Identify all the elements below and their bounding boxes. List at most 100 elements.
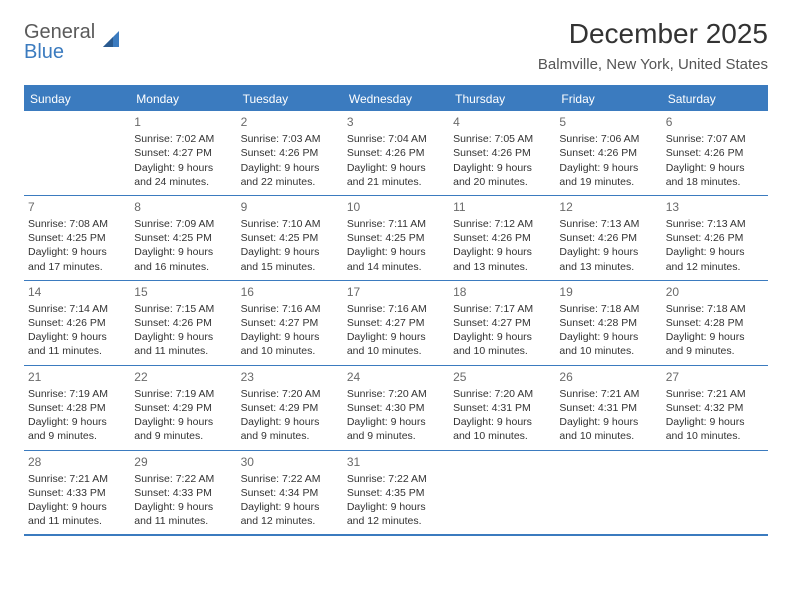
day-number: 11 — [453, 199, 551, 215]
day-info-line: Sunset: 4:32 PM — [666, 401, 764, 415]
day-info-line: Sunset: 4:26 PM — [134, 316, 232, 330]
day-info-line: Sunrise: 7:18 AM — [559, 302, 657, 316]
day-info-line: and 9 minutes. — [134, 429, 232, 443]
day-cell: 21Sunrise: 7:19 AMSunset: 4:28 PMDayligh… — [24, 366, 130, 450]
day-info-line: Daylight: 9 hours — [241, 245, 339, 259]
day-cell — [662, 451, 768, 535]
day-cell: 28Sunrise: 7:21 AMSunset: 4:33 PMDayligh… — [24, 451, 130, 535]
dayname: Tuesday — [237, 87, 343, 111]
day-cell: 5Sunrise: 7:06 AMSunset: 4:26 PMDaylight… — [555, 111, 661, 195]
day-info-line: and 10 minutes. — [347, 344, 445, 358]
day-info-line: Daylight: 9 hours — [347, 245, 445, 259]
day-info-line: Sunrise: 7:09 AM — [134, 217, 232, 231]
dayname: Friday — [555, 87, 661, 111]
day-cell: 27Sunrise: 7:21 AMSunset: 4:32 PMDayligh… — [662, 366, 768, 450]
day-info-line: and 14 minutes. — [347, 260, 445, 274]
day-info-line: Daylight: 9 hours — [134, 415, 232, 429]
day-info-line: Sunrise: 7:22 AM — [241, 472, 339, 486]
day-cell: 18Sunrise: 7:17 AMSunset: 4:27 PMDayligh… — [449, 281, 555, 365]
day-info-line: Sunrise: 7:08 AM — [28, 217, 126, 231]
day-cell: 29Sunrise: 7:22 AMSunset: 4:33 PMDayligh… — [130, 451, 236, 535]
day-cell: 20Sunrise: 7:18 AMSunset: 4:28 PMDayligh… — [662, 281, 768, 365]
day-info-line: Sunrise: 7:21 AM — [559, 387, 657, 401]
day-cell: 8Sunrise: 7:09 AMSunset: 4:25 PMDaylight… — [130, 196, 236, 280]
day-info-line: Daylight: 9 hours — [134, 330, 232, 344]
day-info-line: Sunrise: 7:21 AM — [28, 472, 126, 486]
day-info-line: Sunrise: 7:22 AM — [134, 472, 232, 486]
day-info-line: Sunrise: 7:16 AM — [241, 302, 339, 316]
day-info-line: and 13 minutes. — [559, 260, 657, 274]
day-info-line: and 22 minutes. — [241, 175, 339, 189]
day-info-line: and 11 minutes. — [28, 514, 126, 528]
dayname: Thursday — [449, 87, 555, 111]
day-info-line: Sunset: 4:27 PM — [347, 316, 445, 330]
day-info-line: Daylight: 9 hours — [666, 330, 764, 344]
day-info-line: and 12 minutes. — [241, 514, 339, 528]
week-row: 14Sunrise: 7:14 AMSunset: 4:26 PMDayligh… — [24, 281, 768, 366]
day-info-line: Sunset: 4:29 PM — [134, 401, 232, 415]
calendar: SundayMondayTuesdayWednesdayThursdayFrid… — [24, 85, 768, 536]
day-info-line: Sunset: 4:25 PM — [134, 231, 232, 245]
day-number: 9 — [241, 199, 339, 215]
day-info-line: and 9 minutes. — [347, 429, 445, 443]
logo-text: General Blue — [24, 22, 95, 62]
day-info-line: and 9 minutes. — [666, 344, 764, 358]
day-info-line: Sunrise: 7:19 AM — [28, 387, 126, 401]
day-info-line: and 9 minutes. — [28, 429, 126, 443]
day-number: 10 — [347, 199, 445, 215]
day-info-line: Sunrise: 7:19 AM — [134, 387, 232, 401]
day-info-line: Daylight: 9 hours — [28, 415, 126, 429]
day-cell: 15Sunrise: 7:15 AMSunset: 4:26 PMDayligh… — [130, 281, 236, 365]
day-number: 1 — [134, 114, 232, 130]
day-cell: 22Sunrise: 7:19 AMSunset: 4:29 PMDayligh… — [130, 366, 236, 450]
day-number: 20 — [666, 284, 764, 300]
day-info-line: Sunset: 4:25 PM — [347, 231, 445, 245]
day-number: 19 — [559, 284, 657, 300]
day-info-line: Daylight: 9 hours — [453, 161, 551, 175]
day-number: 29 — [134, 454, 232, 470]
day-info-line: Sunset: 4:25 PM — [241, 231, 339, 245]
day-info-line: Sunrise: 7:14 AM — [28, 302, 126, 316]
day-info-line: Sunrise: 7:20 AM — [453, 387, 551, 401]
dayname: Sunday — [24, 87, 130, 111]
day-info-line: and 10 minutes. — [666, 429, 764, 443]
day-info-line: Sunrise: 7:20 AM — [347, 387, 445, 401]
day-info-line: Sunset: 4:26 PM — [28, 316, 126, 330]
logo: General Blue — [24, 22, 123, 62]
day-info-line: and 10 minutes. — [453, 344, 551, 358]
sail-icon — [101, 29, 123, 54]
day-info-line: Sunrise: 7:13 AM — [559, 217, 657, 231]
day-info-line: Sunset: 4:26 PM — [666, 231, 764, 245]
day-info-line: and 9 minutes. — [241, 429, 339, 443]
day-number: 7 — [28, 199, 126, 215]
day-info-line: and 13 minutes. — [453, 260, 551, 274]
page-title: December 2025 — [538, 18, 768, 50]
day-info-line: and 11 minutes. — [134, 344, 232, 358]
day-info-line: and 10 minutes. — [559, 344, 657, 358]
day-cell: 23Sunrise: 7:20 AMSunset: 4:29 PMDayligh… — [237, 366, 343, 450]
day-info-line: and 18 minutes. — [666, 175, 764, 189]
day-info-line: Daylight: 9 hours — [559, 415, 657, 429]
day-info-line: Sunrise: 7:17 AM — [453, 302, 551, 316]
day-info-line: and 11 minutes. — [134, 514, 232, 528]
day-number: 26 — [559, 369, 657, 385]
day-cell: 1Sunrise: 7:02 AMSunset: 4:27 PMDaylight… — [130, 111, 236, 195]
day-cell: 19Sunrise: 7:18 AMSunset: 4:28 PMDayligh… — [555, 281, 661, 365]
day-number: 30 — [241, 454, 339, 470]
day-info-line: and 11 minutes. — [28, 344, 126, 358]
day-info-line: Sunrise: 7:22 AM — [347, 472, 445, 486]
location-subtitle: Balmville, New York, United States — [538, 56, 768, 73]
day-info-line: Daylight: 9 hours — [134, 245, 232, 259]
day-info-line: Sunset: 4:26 PM — [666, 146, 764, 160]
day-number: 21 — [28, 369, 126, 385]
day-info-line: Daylight: 9 hours — [241, 330, 339, 344]
day-cell: 16Sunrise: 7:16 AMSunset: 4:27 PMDayligh… — [237, 281, 343, 365]
day-info-line: Sunset: 4:30 PM — [347, 401, 445, 415]
day-cell: 24Sunrise: 7:20 AMSunset: 4:30 PMDayligh… — [343, 366, 449, 450]
dayname: Wednesday — [343, 87, 449, 111]
day-info-line: Sunset: 4:27 PM — [453, 316, 551, 330]
day-info-line: Sunrise: 7:21 AM — [666, 387, 764, 401]
day-info-line: Daylight: 9 hours — [347, 500, 445, 514]
day-info-line: and 10 minutes. — [559, 429, 657, 443]
day-info-line: Daylight: 9 hours — [28, 330, 126, 344]
